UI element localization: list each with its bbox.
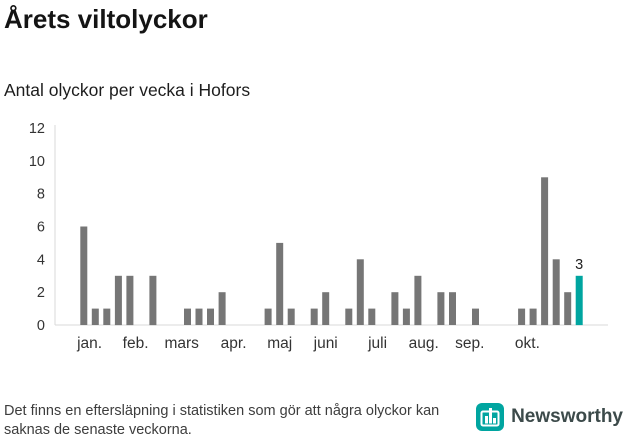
highlight-value-label: 3 (575, 257, 583, 273)
bar (368, 308, 376, 325)
brand-name: Newsworthy (511, 406, 623, 427)
bar (414, 275, 422, 326)
bar (322, 292, 330, 325)
bar (529, 308, 537, 325)
x-tick-label: mars (164, 335, 199, 352)
highlighted-bar (575, 275, 583, 326)
newsworthy-logo-icon (476, 403, 505, 431)
chart-subtitle: Antal olyckor per vecka i Hofors (4, 80, 251, 100)
y-tick-label: 6 (37, 220, 45, 236)
bar-chart: 0 2 4 6 8 10 12 jan. feb. mars apr. maj juni juli aug.… (29, 121, 608, 352)
x-tick-label: okt. (515, 335, 540, 352)
bar (91, 308, 99, 325)
bar (195, 308, 203, 325)
x-tick-label: maj (267, 335, 292, 352)
bar (437, 292, 445, 325)
x-tick-label: juni (313, 335, 338, 352)
y-tick-label: 0 (37, 318, 45, 334)
y-tick-label: 8 (37, 187, 45, 203)
bar (276, 242, 284, 325)
bar (472, 308, 479, 325)
x-tick-label: feb. (123, 335, 149, 352)
brand-link[interactable]: Newsworthy (476, 403, 623, 431)
bar (126, 275, 134, 326)
bar (264, 308, 272, 325)
bar (391, 292, 399, 325)
bar (552, 259, 560, 325)
y-tick-label: 4 (37, 252, 45, 268)
page-title: Årets viltolyckor (4, 4, 208, 34)
bar (449, 292, 456, 325)
y-tick-label: 12 (29, 121, 45, 137)
bar (114, 275, 122, 326)
bar (287, 308, 295, 325)
bar (564, 292, 572, 325)
bar (310, 308, 318, 325)
bar (103, 308, 111, 325)
bar (518, 308, 526, 325)
brand-lockup: Newsworthy (476, 403, 623, 431)
bar (184, 308, 191, 325)
x-tick-label: juli (367, 335, 387, 352)
x-tick-label: aug. (409, 335, 439, 352)
y-tick-label: 2 (37, 285, 45, 301)
y-tick-label: 10 (29, 154, 45, 170)
bar (402, 308, 410, 325)
bar (207, 308, 214, 325)
x-tick-label: jan. (76, 335, 102, 352)
bar (149, 275, 157, 326)
x-tick-label: sep. (455, 335, 484, 352)
chart-area: 0 2 4 6 8 10 12 jan. feb. mars apr. maj juni juli aug.… (0, 112, 631, 367)
footer-note: Det finns en eftersläpning i statistiken… (4, 403, 440, 438)
x-tick-label: apr. (221, 335, 247, 352)
bar (80, 226, 88, 325)
bar (345, 308, 353, 325)
bar (541, 177, 549, 326)
bar (356, 259, 364, 325)
bar (218, 292, 226, 325)
